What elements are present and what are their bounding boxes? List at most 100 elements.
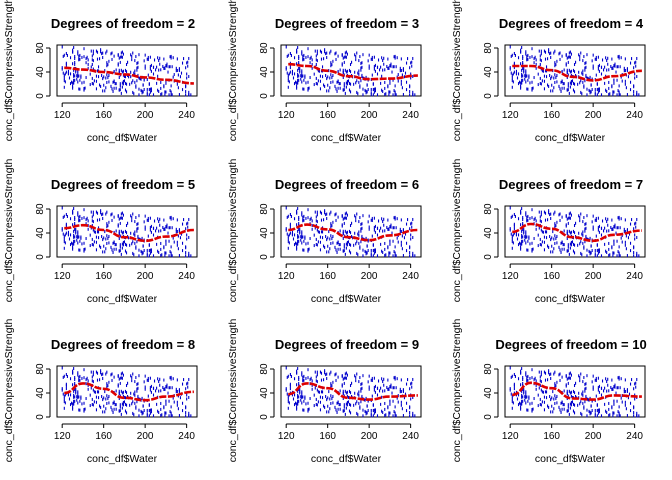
data-point <box>570 79 572 83</box>
data-point <box>358 69 360 73</box>
data-point <box>596 249 598 253</box>
data-point <box>186 61 188 65</box>
data-point <box>305 81 307 85</box>
data-point <box>579 242 581 246</box>
data-point <box>330 385 332 389</box>
data-point <box>172 75 174 79</box>
data-point <box>292 397 295 401</box>
data-point <box>550 212 552 216</box>
data-point <box>298 383 300 387</box>
data-point <box>556 234 558 238</box>
data-point <box>155 68 157 72</box>
data-point <box>149 87 151 91</box>
data-point <box>77 235 79 239</box>
data-point <box>334 213 336 217</box>
data-point <box>373 248 375 252</box>
data-point <box>633 254 635 258</box>
data-point <box>634 72 636 76</box>
data-point <box>575 221 577 225</box>
data-point <box>543 49 546 53</box>
data-point <box>551 404 553 408</box>
data-point <box>165 411 167 415</box>
data-point <box>343 243 345 247</box>
data-point <box>114 243 116 247</box>
data-point <box>110 84 112 88</box>
data-point <box>67 393 70 397</box>
data-point <box>362 53 364 57</box>
data-point <box>137 65 139 69</box>
data-point <box>92 380 94 384</box>
data-point <box>188 217 190 221</box>
data-point <box>187 225 189 229</box>
data-point <box>355 242 357 246</box>
data-point <box>560 410 562 414</box>
data-point <box>581 413 583 417</box>
data-point <box>635 225 637 229</box>
data-point <box>604 226 606 230</box>
y-axis-label: conc_df$CompressiveStrength <box>451 0 463 141</box>
data-point <box>342 232 344 236</box>
data-point <box>517 72 520 76</box>
data-point <box>122 230 124 234</box>
data-point <box>362 254 364 258</box>
data-point <box>150 408 152 412</box>
data-point <box>394 54 396 58</box>
data-point <box>78 87 80 91</box>
data-point <box>158 250 160 254</box>
data-point <box>287 400 289 404</box>
data-point <box>605 377 607 381</box>
data-point <box>320 230 323 234</box>
data-point <box>387 405 389 409</box>
data-point <box>290 53 292 57</box>
data-point <box>395 386 397 390</box>
x-tick-label: 240 <box>178 431 195 442</box>
data-point <box>524 235 526 239</box>
data-point <box>87 58 89 62</box>
data-point <box>152 226 155 230</box>
data-point <box>572 389 575 393</box>
data-point <box>573 384 576 388</box>
data-point <box>326 77 328 81</box>
data-point <box>119 249 121 253</box>
data-point <box>616 414 618 418</box>
data-point <box>553 237 555 241</box>
data-point <box>111 87 113 91</box>
data-point <box>565 62 567 66</box>
data-point <box>285 387 287 391</box>
data-point <box>636 74 638 78</box>
data-point <box>164 254 166 258</box>
data-point <box>92 220 94 224</box>
data-points <box>509 366 640 418</box>
data-point <box>69 393 72 397</box>
data-point <box>366 251 368 255</box>
x-tick-label: 160 <box>543 110 560 121</box>
data-point <box>143 249 145 253</box>
data-point <box>167 231 169 235</box>
data-point <box>295 241 297 245</box>
data-point <box>321 390 324 394</box>
data-point <box>332 401 334 405</box>
data-point <box>559 248 561 252</box>
data-point <box>633 85 635 89</box>
data-point <box>169 65 171 69</box>
data-point <box>150 87 152 91</box>
data-point <box>129 82 131 86</box>
y-tick-label: 80 <box>35 42 46 54</box>
data-point <box>517 377 520 381</box>
data-point <box>102 56 104 60</box>
data-point <box>298 78 300 82</box>
data-point <box>330 225 332 229</box>
data-point <box>512 401 514 405</box>
data-point <box>296 84 298 88</box>
data-point <box>525 390 527 394</box>
data-point <box>146 57 148 61</box>
data-point <box>512 80 514 84</box>
data-point <box>393 55 395 59</box>
data-point <box>338 403 340 407</box>
data-point <box>521 207 523 211</box>
data-point <box>346 213 348 217</box>
data-point <box>412 74 414 78</box>
data-point <box>111 378 113 382</box>
data-point <box>621 240 623 244</box>
data-point <box>112 250 114 254</box>
